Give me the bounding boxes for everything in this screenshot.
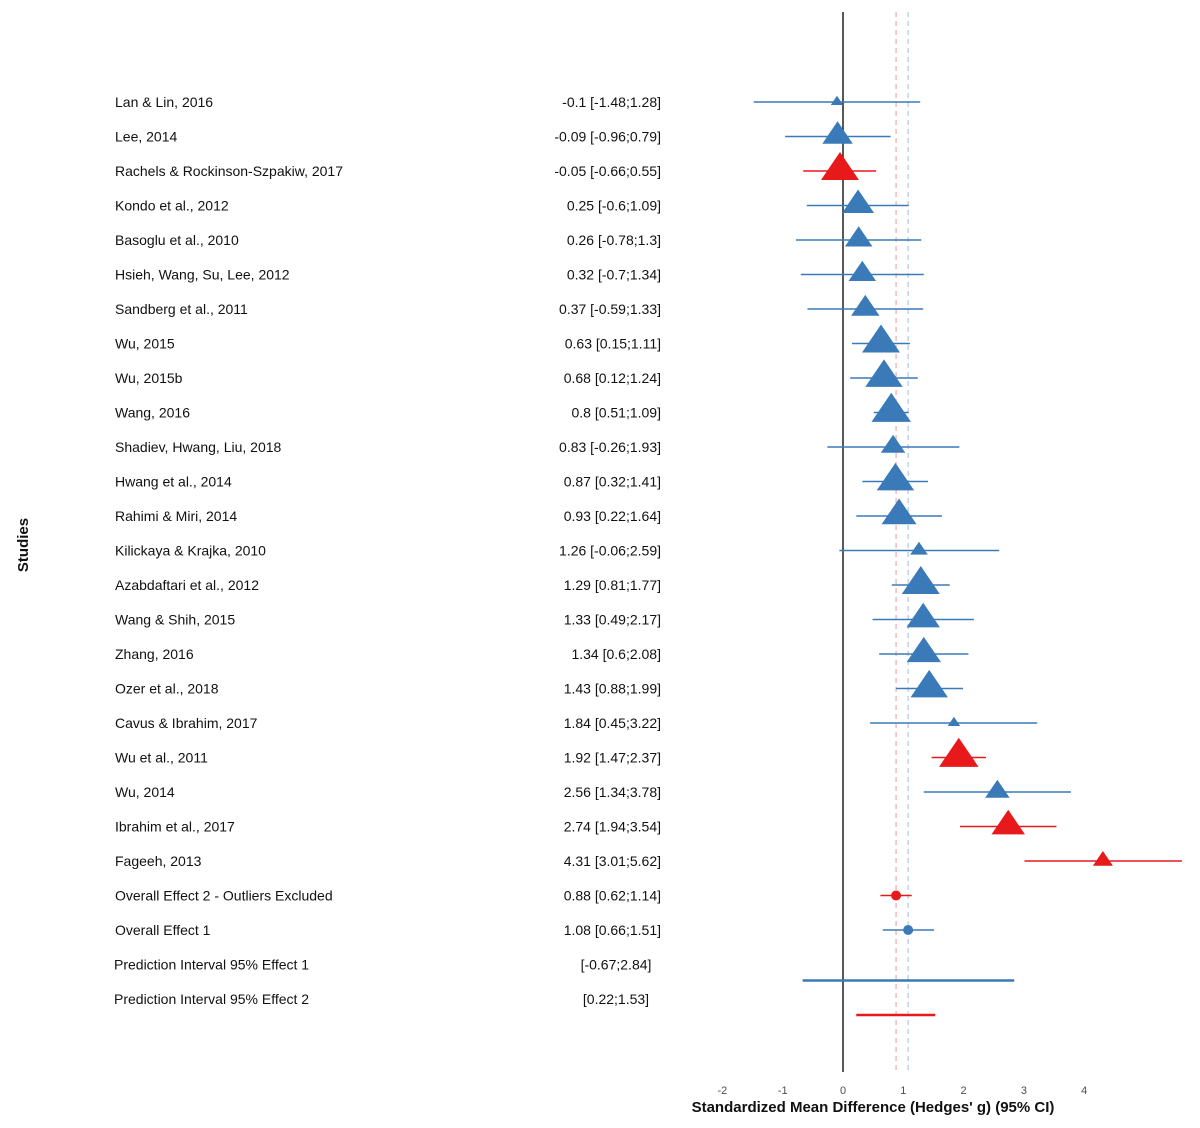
study-effect-marker — [901, 566, 940, 594]
study-label: Wu et al., 2011 — [115, 750, 208, 766]
study-ci-text: 2.74 [1.94;3.54] — [564, 819, 661, 835]
x-tick-label: 3 — [1021, 1085, 1027, 1097]
overall-label: Overall Effect 2 - Outliers Excluded — [115, 888, 333, 904]
overall-ci-text: 0.88 [0.62;1.14] — [564, 888, 661, 904]
x-tick-label: 1 — [900, 1085, 906, 1097]
x-tick-label: 0 — [840, 1085, 846, 1097]
study-ci-text: -0.05 [-0.66;0.55] — [554, 163, 661, 179]
study-effect-marker — [1092, 851, 1113, 866]
overall-effect-dot — [891, 890, 902, 901]
x-axis-title: Standardized Mean Difference (Hedges' g)… — [692, 1099, 1055, 1116]
study-effect-marker — [906, 602, 940, 628]
study-ci-text: 1.33 [0.49;2.17] — [564, 612, 661, 628]
study-effect-marker — [820, 152, 859, 180]
study-ci-text: 4.31 [3.01;5.62] — [564, 853, 661, 869]
y-axis-title: Studies — [15, 518, 32, 572]
study-label: Ibrahim et al., 2017 — [115, 819, 235, 835]
study-ci-text: 1.84 [0.45;3.22] — [564, 715, 661, 731]
study-effect-marker — [861, 324, 900, 353]
overall-label: Overall Effect 1 — [115, 922, 211, 938]
prediction-interval-ci-text: [0.22;1.53] — [583, 991, 649, 1007]
study-effect-marker — [876, 462, 915, 491]
overall-effect-dot — [903, 925, 914, 935]
study-label: Zhang, 2016 — [115, 646, 194, 662]
reference-lines — [895, 12, 909, 1072]
study-effect-marker — [881, 498, 917, 525]
study-label: Basoglu et al., 2010 — [115, 232, 239, 248]
study-label: Wang, 2016 — [115, 405, 190, 421]
study-label: Hsieh, Wang, Su, Lee, 2012 — [115, 267, 290, 283]
study-label: Wu, 2015b — [115, 370, 183, 386]
study-ci-text: 0.83 [-0.26;1.93] — [559, 439, 661, 455]
study-effect-marker — [844, 226, 873, 247]
study-effect-marker — [865, 359, 903, 387]
study-label: Hwang et al., 2014 — [115, 474, 232, 490]
study-effect-marker — [991, 809, 1025, 835]
study-effect-marker — [880, 434, 906, 453]
study-ci-text: 0.87 [0.32;1.41] — [564, 474, 661, 490]
study-ci-text: 1.29 [0.81;1.77] — [564, 577, 661, 593]
study-effect-marker — [947, 716, 961, 726]
study-ci-text: 0.25 [-0.6;1.09] — [567, 198, 661, 214]
x-tick-label: 2 — [961, 1085, 967, 1097]
study-label: Fageeh, 2013 — [115, 853, 202, 869]
study-ci-text: 0.32 [-0.7;1.34] — [567, 267, 661, 283]
study-ci-text: 0.8 [0.51;1.09] — [571, 405, 661, 421]
x-tick-label: -2 — [718, 1085, 728, 1097]
study-effect-marker — [939, 737, 979, 767]
study-ci-text: 0.37 [-0.59;1.33] — [559, 301, 661, 317]
study-ci-text: -0.09 [-0.96;0.79] — [554, 129, 661, 145]
study-label: Shadiev, Hwang, Liu, 2018 — [115, 439, 282, 455]
study-label: Lan & Lin, 2016 — [115, 94, 213, 110]
study-ci-text: 1.26 [-0.06;2.59] — [559, 543, 661, 559]
study-effect-marker — [985, 779, 1010, 798]
study-label: Wang & Shih, 2015 — [115, 612, 235, 628]
study-ci-text: 1.34 [0.6;2.08] — [571, 646, 661, 662]
study-ci-text: 0.63 [0.15;1.11] — [565, 336, 661, 352]
prediction-interval-label: Prediction Interval 95% Effect 2 — [114, 991, 309, 1007]
x-axis-ticks: -2 -1 0 1 2 3 4 — [718, 1085, 1088, 1097]
x-tick-label: -1 — [778, 1085, 788, 1097]
study-label: Kilickaya & Krajka, 2010 — [115, 543, 266, 559]
study-ci-text: 0.26 [-0.78;1.3] — [567, 232, 661, 248]
study-effect-marker — [822, 121, 853, 144]
study-label: Kondo et al., 2012 — [115, 198, 229, 214]
study-effect-marker — [830, 95, 844, 105]
study-effect-marker — [906, 636, 942, 663]
x-tick-label: 4 — [1081, 1085, 1087, 1097]
study-ci-text: 0.68 [0.12;1.24] — [564, 370, 661, 386]
study-effect-marker — [842, 189, 875, 214]
study-ci-text: 1.92 [1.47;2.37] — [564, 750, 661, 766]
study-label: Wu, 2015 — [115, 336, 175, 352]
study-label: Wu, 2014 — [115, 784, 175, 800]
study-effect-marker — [848, 260, 877, 281]
study-label: Lee, 2014 — [115, 129, 177, 145]
study-label: Cavus & Ibrahim, 2017 — [115, 715, 258, 731]
study-ci-text: 2.56 [1.34;3.78] — [564, 784, 661, 800]
prediction-interval-label: Prediction Interval 95% Effect 1 — [114, 957, 309, 973]
prediction-interval-ci-text: [-0.67;2.84] — [581, 957, 652, 973]
study-ci-text: -0.1 [-1.48;1.28] — [562, 94, 661, 110]
study-label: Sandberg et al., 2011 — [115, 301, 248, 317]
study-effect-marker — [910, 669, 948, 698]
study-effect-marker — [910, 541, 928, 555]
study-label: Azabdaftari et al., 2012 — [115, 577, 259, 593]
overall-ci-text: 1.08 [0.66;1.51] — [564, 922, 661, 938]
study-label: Rahimi & Miri, 2014 — [115, 508, 237, 524]
study-effect-marker — [851, 294, 880, 316]
study-ci-text: 1.43 [0.88;1.99] — [564, 681, 661, 697]
study-label: Rachels & Rockinson-Szpakiw, 2017 — [115, 163, 343, 179]
study-label: Ozer et al., 2018 — [115, 681, 219, 697]
study-rows: Lan & Lin, 2016 -0.1 [-1.48;1.28] Lee, 201… — [114, 94, 661, 1007]
study-ci-text: 0.93 [0.22;1.64] — [564, 508, 661, 524]
study-marks — [753, 95, 1182, 1017]
study-effect-marker — [871, 392, 911, 422]
